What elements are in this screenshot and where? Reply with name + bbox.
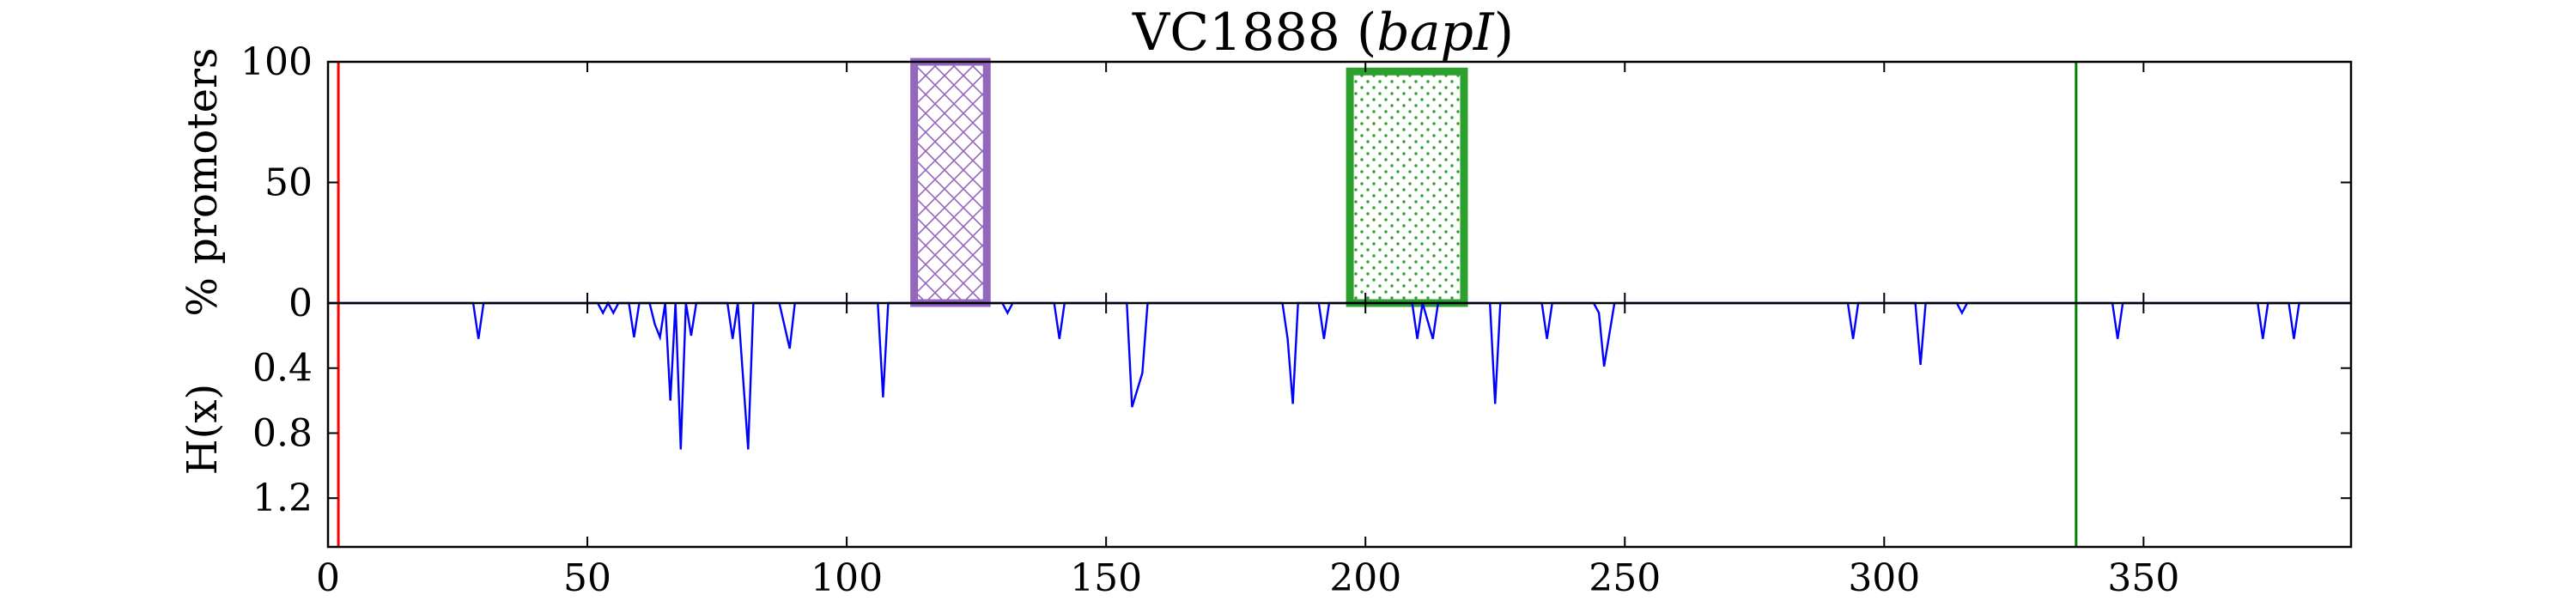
top-y-tick-label: 0 — [289, 282, 313, 325]
top-y-tick-label: 50 — [264, 161, 313, 205]
chart-title: VC1888 (bapI) — [1132, 3, 1514, 63]
x-tick-label: 50 — [563, 556, 611, 600]
x-tick-label: 0 — [316, 556, 340, 600]
bottom-ylabel: H(x) — [179, 384, 227, 475]
entropy-series-line-1 — [328, 300, 2351, 450]
top-ylabel: % promoters — [179, 47, 227, 316]
bottom-y-tick-label: 0.8 — [252, 411, 313, 455]
x-tick-label: 250 — [1589, 556, 1661, 600]
x-tick-label: 200 — [1329, 556, 1401, 600]
x-tick-label: 100 — [811, 556, 883, 600]
top-y-tick-label: 100 — [240, 40, 313, 84]
x-tick-label: 300 — [1848, 556, 1920, 600]
promoter-box-1 — [910, 58, 991, 307]
plot-frame — [326, 60, 2353, 549]
bottom-y-tick-label: 0.4 — [252, 347, 313, 391]
x-tick-label: 150 — [1070, 556, 1142, 600]
x-tick-label: 350 — [2107, 556, 2179, 600]
bottom-y-tick-label: 1.2 — [252, 477, 313, 520]
promoter-box-2 — [1346, 67, 1468, 307]
plot-area: 0 50 100 150 200 250 300 350 0 50 100 0.4 0.8 1.2 — [240, 40, 2353, 600]
